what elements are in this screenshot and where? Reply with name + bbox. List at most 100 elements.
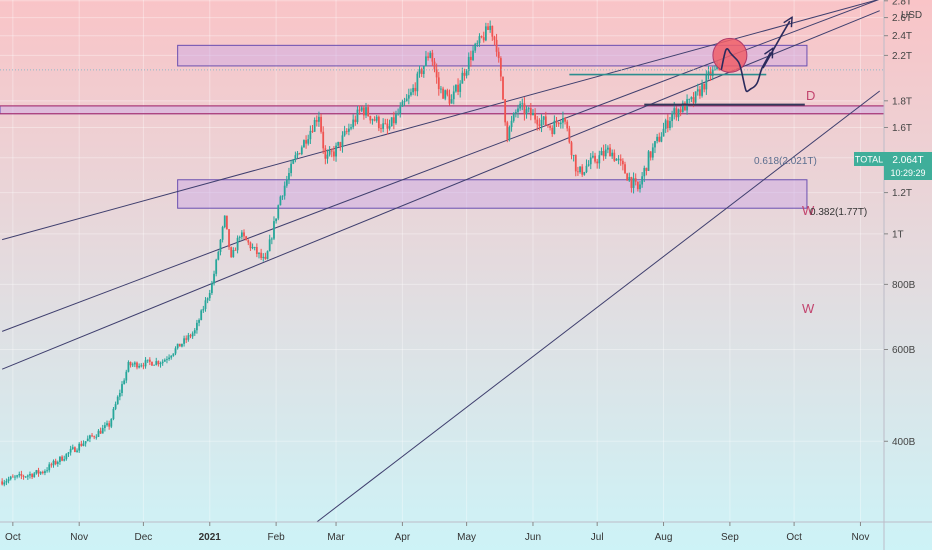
candle-down <box>596 161 599 164</box>
fib-0618-label: 0.618(2.021T) <box>754 156 817 167</box>
candle-down <box>142 365 145 367</box>
candle-up <box>144 360 147 367</box>
candle-up <box>187 335 190 340</box>
candle-up <box>196 322 198 331</box>
candle-down <box>709 71 712 76</box>
candle-up <box>84 441 87 444</box>
candle-down <box>108 423 111 427</box>
candle-down <box>482 37 485 41</box>
candle-up <box>707 71 710 75</box>
candle-up <box>399 106 402 114</box>
candle-down <box>367 107 370 116</box>
candle-down <box>420 69 423 75</box>
candle-down <box>566 121 569 129</box>
zone-label-d: D <box>806 88 815 103</box>
candle-up <box>138 365 141 368</box>
candle-down <box>189 335 192 337</box>
candle-up <box>388 126 391 129</box>
candle-up <box>540 119 543 126</box>
candle-up <box>716 65 718 70</box>
candle-up <box>103 425 106 429</box>
candle-up <box>285 179 288 186</box>
candle-down <box>577 171 579 173</box>
candle-down <box>529 108 532 116</box>
channel-line <box>316 90 881 522</box>
candle-down <box>228 229 230 248</box>
candle-up <box>416 73 419 92</box>
candle-up <box>615 158 618 161</box>
candle-up <box>125 371 128 381</box>
candle-up <box>63 459 66 461</box>
candle-up <box>88 435 91 439</box>
candle-down <box>91 435 93 437</box>
candle-down <box>555 120 558 123</box>
price-badge: TOTAL 2.064T 10:29:29 <box>854 152 932 180</box>
candle-down <box>564 117 566 122</box>
candle-up <box>219 239 222 252</box>
candle-down <box>255 247 258 255</box>
candle-down <box>504 99 507 123</box>
candle-up <box>46 470 48 472</box>
candle-up <box>95 436 98 438</box>
candle-down <box>380 128 382 129</box>
candle-up <box>204 300 207 309</box>
candle-down <box>621 160 624 165</box>
candle-down <box>315 120 318 122</box>
candle-down <box>234 250 237 251</box>
candle-up <box>181 343 183 347</box>
candle-down <box>463 72 466 76</box>
candle-up <box>176 343 179 349</box>
candle-up <box>221 227 224 240</box>
candle-down <box>264 256 267 259</box>
candle-down <box>245 236 248 241</box>
candle-down <box>684 102 686 111</box>
y-tick-label: 1.2T <box>892 188 912 199</box>
candle-up <box>191 333 194 337</box>
candle-up <box>39 471 42 474</box>
y-tick-label: 1.8T <box>892 96 912 107</box>
x-tick-label: 2021 <box>199 532 222 543</box>
candle-down <box>699 89 701 96</box>
candle-up <box>236 237 239 251</box>
y-tick-label: 800B <box>892 280 916 291</box>
candle-down <box>448 94 451 104</box>
candle-up <box>183 338 185 344</box>
candle-up <box>71 447 74 449</box>
candle-up <box>592 155 594 158</box>
candle-down <box>634 178 637 182</box>
candle-down <box>61 456 63 461</box>
candle-up <box>262 256 265 258</box>
candle-up <box>476 43 479 44</box>
candle-down <box>260 252 263 258</box>
candle-up <box>553 120 556 135</box>
candle-up <box>258 252 260 255</box>
candle-up <box>664 120 667 129</box>
x-tick-label: Oct <box>786 532 802 543</box>
candle-down <box>386 123 389 129</box>
candle-up <box>694 91 697 103</box>
candle-down <box>645 167 648 171</box>
candle-up <box>628 177 631 181</box>
zone-w <box>177 179 808 209</box>
candle-down <box>225 215 228 230</box>
candle-up <box>660 136 663 142</box>
candle-up <box>512 113 515 121</box>
candle-down <box>649 151 652 158</box>
candle-down <box>54 460 57 465</box>
candle-up <box>654 141 656 148</box>
x-tick-label: Apr <box>395 532 411 543</box>
x-tick-label: Mar <box>327 532 345 543</box>
candle-up <box>155 361 158 365</box>
candle-down <box>609 147 611 157</box>
candle-up <box>270 238 273 240</box>
candle-up <box>688 99 691 100</box>
zone-label-w-upper: W <box>802 203 815 218</box>
candle-up <box>401 101 404 107</box>
candle-down <box>11 476 14 478</box>
candle-down <box>330 150 333 152</box>
candle-up <box>662 128 665 137</box>
candle-down <box>148 359 151 362</box>
